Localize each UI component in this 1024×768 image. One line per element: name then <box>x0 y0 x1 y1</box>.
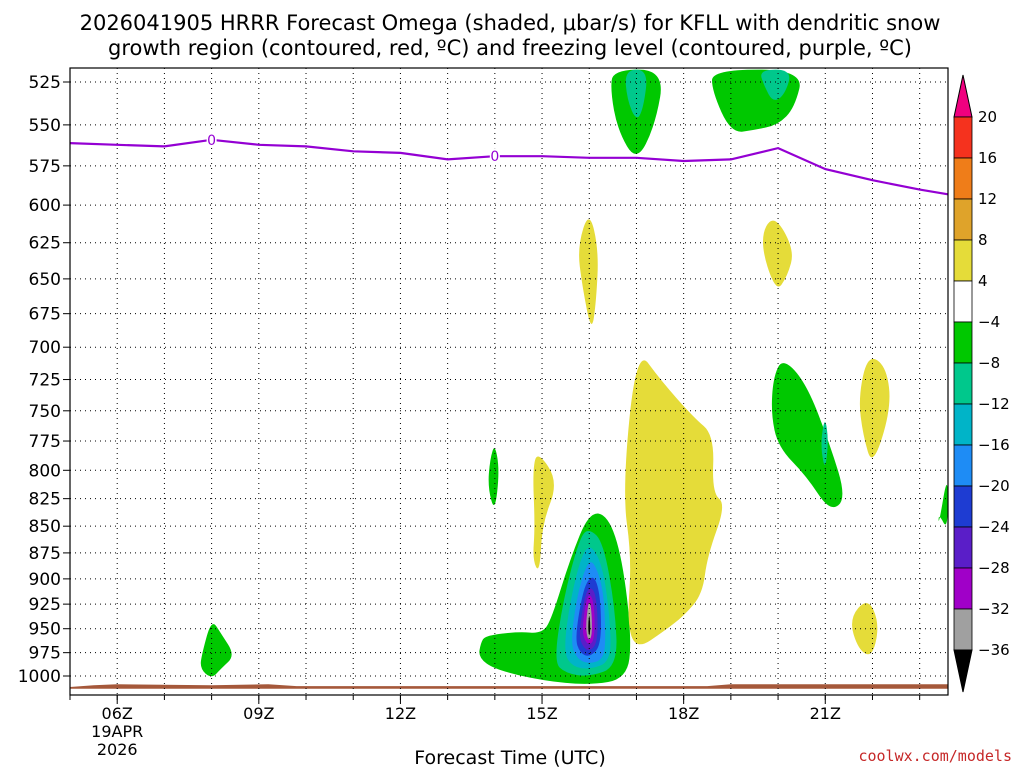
ground-surface <box>70 684 948 689</box>
colorbar-tick-label: −8 <box>978 354 1000 372</box>
plot-area: 00 <box>69 67 949 696</box>
colorbar-swatch-10 <box>953 485 973 528</box>
colorbar-swatch-6 <box>953 321 973 364</box>
freezing-level-contour: 00 <box>69 131 949 196</box>
y-tick-label: 550 <box>29 116 61 136</box>
y-axis: 525 550 575 600 625 650 675 700 725 750 775 800 825 8… <box>18 73 70 687</box>
omega-region-18 <box>625 360 723 645</box>
x-tick-label: 21Z <box>810 704 841 723</box>
freezing-label-bg <box>489 148 500 165</box>
colorbar-tick-label: 16 <box>978 149 997 167</box>
omega-region-8 <box>588 616 591 636</box>
omega-region-20 <box>579 219 598 324</box>
colorbar-swatch-7 <box>953 362 973 405</box>
y-tick-label: 850 <box>29 517 61 537</box>
omega-region-14 <box>761 69 790 100</box>
omega-region-23 <box>852 603 878 655</box>
colorbar-swatch-8 <box>953 403 973 446</box>
colorbar-swatch-1 <box>953 116 973 159</box>
y-tick-label: 750 <box>29 402 61 422</box>
omega-region-9 <box>200 624 232 677</box>
colorbar-tick-label: 20 <box>978 108 997 126</box>
y-tick-label: 925 <box>29 595 61 615</box>
colorbar-tick-label: −20 <box>978 477 1010 495</box>
y-tick-label: 575 <box>29 157 61 177</box>
colorbar-tick-label: −16 <box>978 436 1010 454</box>
chart-title-line-2: growth region (contoured, red, ºC) and f… <box>108 36 912 60</box>
y-tick-label: 950 <box>29 620 61 640</box>
colorbar-tick-label: −4 <box>978 313 1000 331</box>
omega-region-19 <box>533 456 554 569</box>
colorbar-tick-label: −24 <box>978 518 1010 536</box>
colorbar-swatch-5 <box>953 280 973 323</box>
y-tick-label: 700 <box>29 338 61 358</box>
colorbar-swatch-2 <box>953 157 973 200</box>
y-tick-label: 650 <box>29 270 61 290</box>
x-date-label: 2026 <box>97 740 138 759</box>
omega-region-16 <box>821 422 828 465</box>
colorbar: 20 16 12 8 4 −4 −8 −12 −16 −20 −24 −28 −32 −36 <box>953 74 1010 693</box>
colorbar-swatch-bottom <box>953 649 973 693</box>
colorbar-tick-label: −12 <box>978 395 1010 413</box>
omega-region-15 <box>771 363 843 508</box>
colorbar-swatch-11 <box>953 526 973 569</box>
colorbar-tick-label: −32 <box>978 600 1010 618</box>
colorbar-swatch-9 <box>953 444 973 487</box>
plot-frame <box>69 67 949 696</box>
colorbar-tick-label: −36 <box>978 641 1010 659</box>
y-tick-label: 725 <box>29 371 61 391</box>
omega-region-17 <box>938 484 948 525</box>
x-tick-label: 15Z <box>526 704 557 723</box>
x-tick-label: 09Z <box>243 704 274 723</box>
colorbar-swatch-3 <box>953 198 973 241</box>
omega-region-10 <box>488 448 499 506</box>
y-tick-label: 625 <box>29 234 61 254</box>
colorbar-swatch-4 <box>953 239 973 282</box>
freezing-level-label: 0 <box>207 133 216 149</box>
y-tick-label: 800 <box>29 461 61 481</box>
freezing-level-label: 0 <box>490 149 499 165</box>
ground-strip <box>70 684 948 689</box>
x-tick-label: 06Z <box>102 704 133 723</box>
colorbar-tick-label: −28 <box>978 559 1010 577</box>
y-tick-label: 675 <box>29 305 61 325</box>
freezing-level-line <box>69 138 949 196</box>
y-tick-label: 825 <box>29 490 61 510</box>
omega-region-21 <box>763 220 792 287</box>
colorbar-swatch-13 <box>953 608 973 651</box>
colorbar-tick-label: 4 <box>978 272 988 290</box>
chart-title-line-1: 2026041905 HRRR Forecast Omega (shaded, … <box>80 11 941 35</box>
y-tick-label: 600 <box>29 196 61 216</box>
colorbar-tick-label: 8 <box>978 231 988 249</box>
omega-region-22 <box>859 358 890 458</box>
colorbar-tick-label: 12 <box>978 190 997 208</box>
y-tick-label: 1000 <box>18 667 61 687</box>
omega-shaded-regions <box>200 69 948 684</box>
freezing-label-bg <box>206 131 217 148</box>
y-tick-label: 975 <box>29 644 61 664</box>
y-tick-label: 900 <box>29 570 61 590</box>
y-tick-label: 525 <box>29 73 61 93</box>
y-tick-label: 875 <box>29 544 61 564</box>
colorbar-swatch-12 <box>953 567 973 610</box>
x-date-label: 19APR <box>91 722 143 741</box>
x-tick-label: 12Z <box>385 704 416 723</box>
source-credit: coolwx.com/models <box>858 747 1012 765</box>
x-axis-title: Forecast Time (UTC) <box>414 747 605 768</box>
colorbar-swatch-top <box>953 74 973 118</box>
y-tick-label: 775 <box>29 432 61 452</box>
x-tick-label: 18Z <box>668 704 699 723</box>
